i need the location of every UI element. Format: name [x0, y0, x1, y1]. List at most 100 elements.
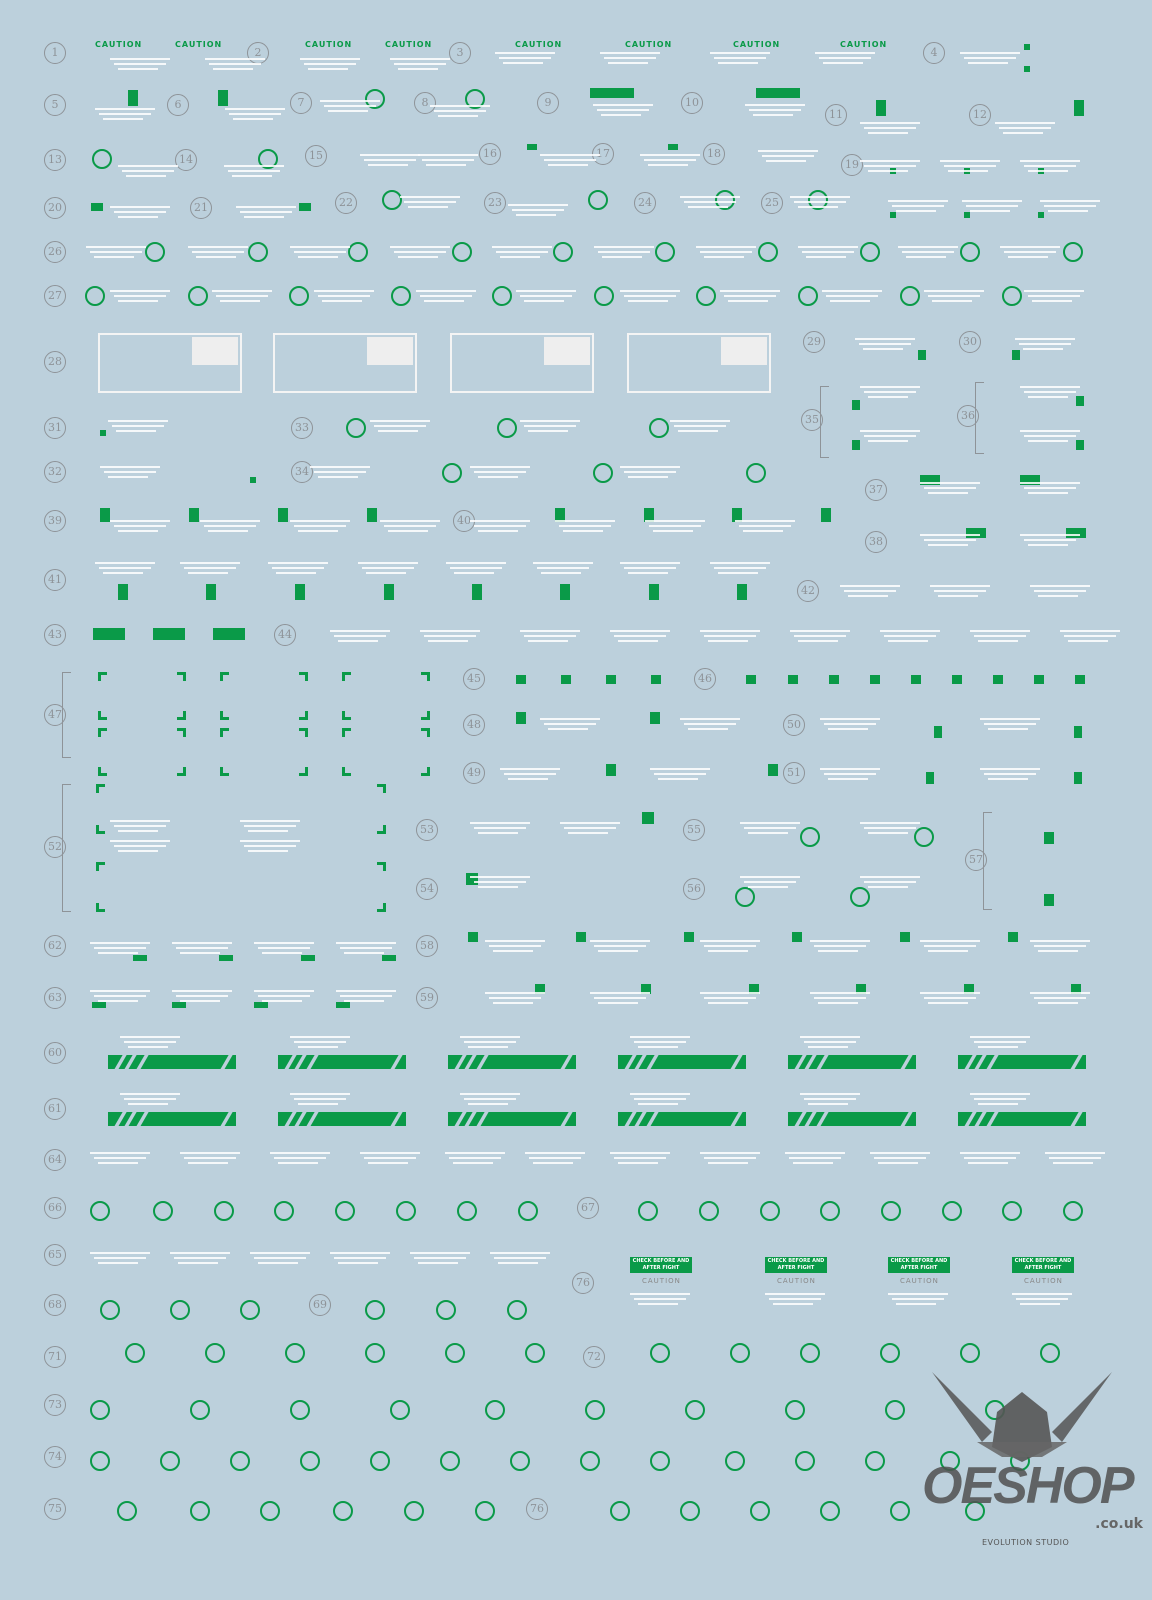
fine-print-text — [512, 209, 564, 211]
fine-print-text — [318, 476, 358, 478]
fine-print-text — [868, 440, 908, 442]
fine-print-text — [649, 525, 701, 527]
fine-print-text — [804, 1098, 856, 1100]
item-number-63: 63 — [44, 987, 66, 1009]
fine-print-text — [544, 723, 596, 725]
green-corner-decal — [342, 728, 351, 737]
fine-print-text — [824, 723, 876, 725]
fine-print-text — [1045, 1152, 1105, 1154]
green-block-decal — [472, 584, 482, 600]
fine-print-text — [628, 300, 668, 302]
item-number-29: 29 — [803, 331, 825, 353]
fine-print-text — [740, 876, 800, 878]
green-block-decal — [153, 628, 185, 640]
fine-print-text — [114, 845, 166, 847]
fine-print-text — [298, 256, 338, 258]
fine-print-text — [470, 876, 530, 878]
green-ring-decal — [820, 1201, 840, 1221]
green-corner-decal — [177, 767, 186, 776]
fine-print-text — [384, 525, 436, 527]
item-number-26: 26 — [44, 241, 66, 263]
fine-print-text — [188, 246, 248, 248]
item-number-19: 19 — [841, 154, 863, 176]
fine-print-text — [236, 206, 296, 208]
green-stripe-decal — [618, 1055, 746, 1069]
green-block-decal — [1044, 832, 1054, 844]
fine-print-text — [334, 1257, 386, 1259]
fine-print-text — [424, 300, 464, 302]
item-number-18: 18 — [703, 143, 725, 165]
green-ring-decal — [230, 1451, 250, 1471]
fine-print-text — [1020, 160, 1080, 162]
caution-label: CAUTION — [840, 40, 888, 49]
fine-print-text — [924, 997, 976, 999]
fine-print-text — [700, 992, 760, 994]
fine-print-text — [1038, 595, 1078, 597]
fine-print-text — [446, 562, 506, 564]
fine-print-text — [338, 1262, 378, 1264]
fine-print-text — [980, 718, 1040, 720]
item-number-13: 13 — [44, 149, 66, 171]
green-block-decal — [964, 984, 974, 994]
fine-print-text — [1030, 992, 1090, 994]
green-ring-decal — [900, 286, 920, 306]
fine-print-text — [769, 1298, 821, 1300]
green-block-decal — [466, 873, 478, 885]
fine-print-text — [766, 160, 806, 162]
fine-print-text — [438, 115, 478, 117]
fine-print-text — [864, 435, 916, 437]
fine-print-text — [1024, 435, 1076, 437]
green-ring-decal — [258, 149, 278, 169]
green-corner-decal — [98, 711, 107, 720]
fine-print-text — [110, 520, 170, 522]
green-block-decal — [206, 584, 216, 600]
green-corner-decal — [377, 862, 386, 871]
green-corner-decal — [299, 711, 308, 720]
fine-print-text — [1024, 391, 1076, 393]
fine-print-text — [290, 520, 350, 522]
item-number-67: 67 — [577, 1197, 599, 1219]
fine-print-text — [192, 251, 244, 253]
fine-print-text — [674, 425, 726, 427]
green-ring-decal — [404, 1501, 424, 1521]
green-ring-decal — [290, 1400, 310, 1420]
green-block-decal — [684, 932, 694, 942]
caution-label: CAUTION — [385, 40, 433, 49]
caution-label: CAUTION — [733, 40, 781, 49]
fine-print-text — [988, 728, 1028, 730]
item-number-73: 73 — [44, 1394, 66, 1416]
green-block-decal — [920, 475, 940, 485]
fine-print-text — [298, 1046, 338, 1048]
green-ring-decal — [518, 1201, 538, 1221]
fine-print-text — [174, 1257, 226, 1259]
green-ring-decal — [730, 1343, 750, 1363]
green-ring-decal — [348, 242, 368, 262]
fine-print-text — [688, 728, 728, 730]
fine-print-text — [688, 206, 728, 208]
fine-print-text — [670, 420, 730, 422]
fine-print-text — [620, 466, 680, 468]
item-number-57: 57 — [965, 849, 987, 871]
fine-print-text — [1004, 251, 1056, 253]
green-ring-decal — [85, 286, 105, 306]
green-ring-decal — [860, 242, 880, 262]
white-panel-decal — [627, 333, 771, 393]
item-number-12: 12 — [969, 104, 991, 126]
fine-print-text — [424, 635, 476, 637]
fine-print-text — [860, 160, 920, 162]
green-block-decal — [606, 675, 616, 684]
fine-print-text — [370, 420, 430, 422]
green-block-decal — [382, 955, 396, 961]
group-bracket — [62, 672, 71, 758]
fine-print-text — [128, 1103, 168, 1105]
green-ring-decal — [650, 1343, 670, 1363]
fine-print-text — [524, 635, 576, 637]
fine-print-text — [614, 1157, 666, 1159]
green-block-decal — [133, 955, 147, 961]
fine-print-text — [118, 216, 158, 218]
green-block-decal — [732, 508, 742, 522]
green-corner-decal — [98, 728, 107, 737]
item-number-8: 8 — [414, 92, 436, 114]
green-ring-decal — [205, 1343, 225, 1363]
item-number-54: 54 — [416, 878, 438, 900]
